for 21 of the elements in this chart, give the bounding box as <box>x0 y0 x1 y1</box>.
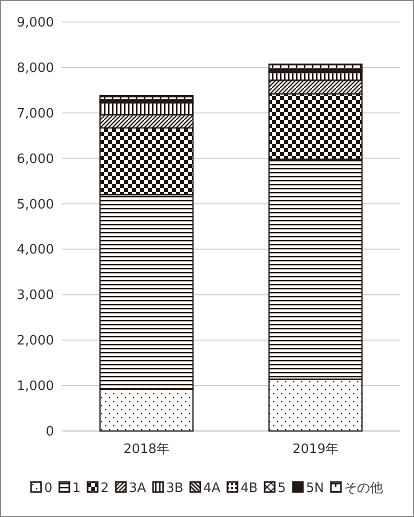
legend-label: 3A <box>128 481 146 496</box>
y-tick-label: 2,000 <box>16 334 54 349</box>
legend-label: 4A <box>203 481 221 496</box>
legend-label: 3B <box>166 481 184 496</box>
legend-label: 2 <box>100 481 109 496</box>
y-tick-label: 0 <box>46 424 54 440</box>
legend-label: 5 <box>278 481 286 496</box>
x-tick-label: 2019年 <box>292 442 339 457</box>
legend-label: 5N <box>306 481 324 496</box>
y-tick-label: 1,000 <box>16 379 54 394</box>
y-tick-label: 7,000 <box>16 106 54 122</box>
legend-label: 4B <box>240 481 258 496</box>
y-tick-label: 6,000 <box>16 152 54 167</box>
legend-label: 1 <box>72 481 81 496</box>
y-tick-label: 4,000 <box>16 242 54 258</box>
y-tick-label: 3,000 <box>16 288 54 304</box>
y-tick-label: 8,000 <box>16 60 54 76</box>
x-tick-label: 2018年 <box>123 442 170 457</box>
y-tick-label: 9,000 <box>16 16 54 30</box>
legend-label: その他 <box>344 481 383 496</box>
y-tick-label: 5,000 <box>16 197 54 212</box>
